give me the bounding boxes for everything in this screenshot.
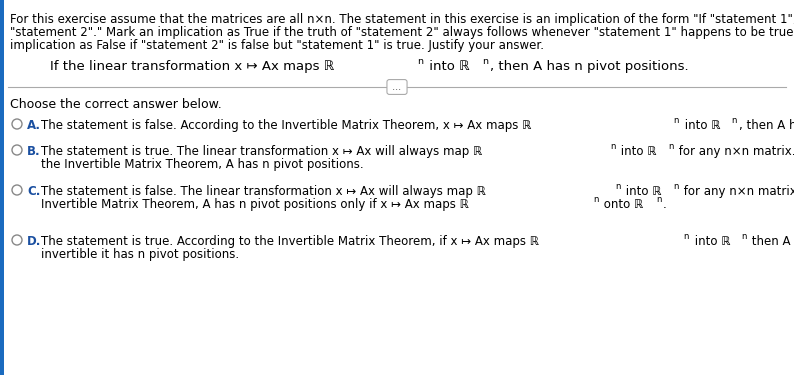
- Text: implication as False if "statement 2" is false but "statement 1" is true. Justif: implication as False if "statement 2" is…: [10, 39, 544, 52]
- Text: then A is invertible, and if a matrix is: then A is invertible, and if a matrix is: [749, 235, 794, 248]
- Text: for any n×n matrix. Therefore, according to: for any n×n matrix. Therefore, according…: [675, 145, 794, 158]
- Text: "statement 2"." Mark an implication as True if the truth of "statement 2" always: "statement 2"." Mark an implication as T…: [10, 26, 794, 39]
- Text: ...: ...: [389, 82, 405, 92]
- Text: n: n: [669, 142, 673, 151]
- Text: The statement is false. According to the Invertible Matrix Theorem, x ↦ Ax maps : The statement is false. According to the…: [41, 119, 531, 132]
- Text: n: n: [593, 195, 599, 204]
- Text: D.: D.: [27, 235, 41, 248]
- Text: onto ℝ: onto ℝ: [600, 198, 643, 211]
- Text: invertible it has n pivot positions.: invertible it has n pivot positions.: [41, 248, 239, 261]
- Bar: [0, 0, 4, 375]
- Text: B.: B.: [27, 145, 40, 158]
- Text: If the linear transformation x ↦ Ax maps ℝ: If the linear transformation x ↦ Ax maps…: [50, 60, 334, 73]
- Text: The statement is true. The linear transformation x ↦ Ax will always map ℝ: The statement is true. The linear transf…: [41, 145, 482, 158]
- Text: for any n×n matrix. According to the: for any n×n matrix. According to the: [680, 185, 794, 198]
- Text: into ℝ: into ℝ: [425, 60, 469, 73]
- Text: C.: C.: [27, 185, 40, 198]
- Text: .: .: [663, 198, 666, 211]
- Text: n: n: [731, 116, 737, 125]
- Text: , then A has n pivot positions.: , then A has n pivot positions.: [490, 60, 688, 73]
- Text: n: n: [615, 182, 620, 191]
- Text: into ℝ: into ℝ: [680, 119, 720, 132]
- Text: n: n: [482, 57, 488, 66]
- Text: n: n: [742, 232, 747, 241]
- Text: n: n: [656, 195, 661, 204]
- Text: Choose the correct answer below.: Choose the correct answer below.: [10, 98, 222, 111]
- Text: n: n: [674, 116, 679, 125]
- Text: , then A has n + 2 pivot positions.: , then A has n + 2 pivot positions.: [738, 119, 794, 132]
- Text: A.: A.: [27, 119, 41, 132]
- Text: n: n: [417, 57, 422, 66]
- Text: into ℝ: into ℝ: [691, 235, 730, 248]
- Text: Invertible Matrix Theorem, A has n pivot positions only if x ↦ Ax maps ℝ: Invertible Matrix Theorem, A has n pivot…: [41, 198, 469, 211]
- Text: For this exercise assume that the matrices are all n×n. The statement in this ex: For this exercise assume that the matric…: [10, 13, 794, 26]
- Text: the Invertible Matrix Theorem, A has n pivot positions.: the Invertible Matrix Theorem, A has n p…: [41, 158, 364, 171]
- Text: into ℝ: into ℝ: [617, 145, 657, 158]
- Text: n: n: [684, 232, 689, 241]
- Text: n: n: [673, 182, 678, 191]
- Text: into ℝ: into ℝ: [622, 185, 661, 198]
- Text: The statement is false. The linear transformation x ↦ Ax will always map ℝ: The statement is false. The linear trans…: [41, 185, 486, 198]
- Text: The statement is true. According to the Invertible Matrix Theorem, if x ↦ Ax map: The statement is true. According to the …: [41, 235, 539, 248]
- Text: n: n: [611, 142, 615, 151]
